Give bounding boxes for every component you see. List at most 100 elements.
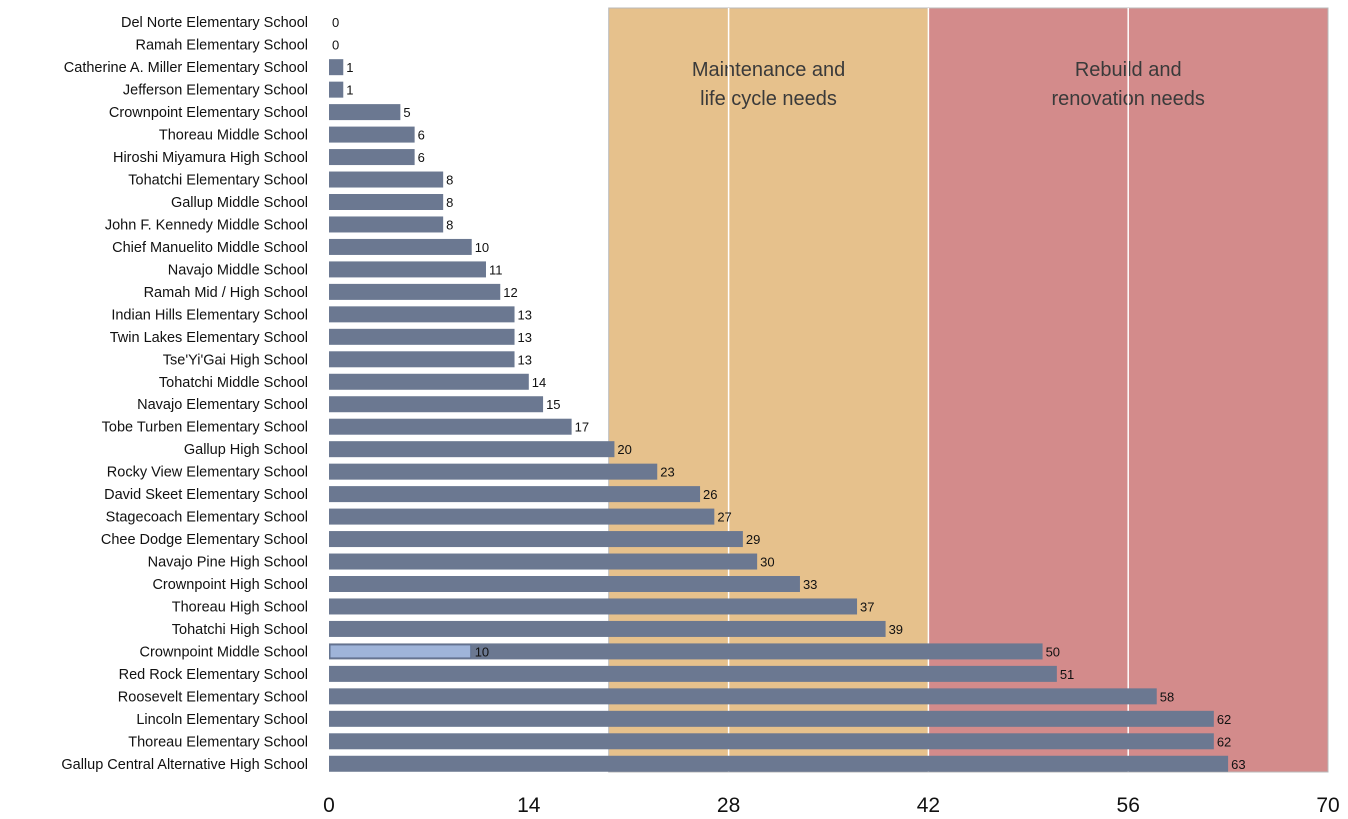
bar xyxy=(329,665,1057,682)
value-label: 12 xyxy=(503,285,517,300)
category-label: Gallup Central Alternative High School xyxy=(61,757,308,773)
value-label: 27 xyxy=(717,510,731,525)
category-label: Twin Lakes Elementary School xyxy=(110,330,308,346)
value-label: 13 xyxy=(518,352,532,367)
value-label: 1 xyxy=(346,60,353,75)
value-labels: 0011566888101112131313141517202326272930… xyxy=(332,15,1246,772)
zone-label: life cycle needs xyxy=(700,88,837,110)
category-label: Jefferson Elementary School xyxy=(123,83,308,99)
bar xyxy=(329,531,743,548)
category-label: Gallup Middle School xyxy=(171,195,308,211)
bar xyxy=(329,104,401,121)
category-label: Navajo Pine High School xyxy=(148,555,308,571)
bar xyxy=(329,261,486,278)
value-label: 1 xyxy=(346,83,353,98)
category-label: Lincoln Elementary School xyxy=(136,712,308,728)
value-label: 62 xyxy=(1217,712,1231,727)
category-label: John F. Kennedy Middle School xyxy=(105,217,308,233)
bar xyxy=(329,710,1214,727)
value-label: 29 xyxy=(746,532,760,547)
bar xyxy=(329,373,529,390)
category-label: Catherine A. Miller Elementary School xyxy=(64,60,308,76)
value-label: 30 xyxy=(760,555,774,570)
category-label: Tohatchi Middle School xyxy=(159,375,308,391)
value-label: 62 xyxy=(1217,734,1231,749)
value-label: 37 xyxy=(860,599,874,614)
bar xyxy=(329,576,800,592)
x-tick-label: 14 xyxy=(517,794,541,817)
value-label: 15 xyxy=(546,397,560,412)
category-label: Ramah Elementary School xyxy=(136,38,308,54)
value-label: 6 xyxy=(418,150,425,165)
bar xyxy=(329,733,1214,750)
zone-label: Maintenance and xyxy=(692,59,845,81)
bar xyxy=(329,441,615,458)
bar xyxy=(329,306,515,323)
bar xyxy=(329,418,572,435)
value-label: 14 xyxy=(532,375,546,390)
category-label: Chief Manuelito Middle School xyxy=(112,240,308,256)
category-label: Tohatchi High School xyxy=(172,622,308,638)
bar xyxy=(329,194,444,210)
bar xyxy=(329,238,472,255)
value-label: 20 xyxy=(617,442,631,457)
bars-layer xyxy=(329,59,1229,772)
category-label: Indian Hills Elementary School xyxy=(111,307,308,323)
value-label: 8 xyxy=(446,173,453,188)
value-label: 58 xyxy=(1160,689,1174,704)
category-label: Thoreau High School xyxy=(172,599,308,615)
bar xyxy=(329,553,758,570)
category-label: Rocky View Elementary School xyxy=(107,465,308,481)
category-label: Navajo Middle School xyxy=(168,262,308,278)
category-label: David Skeet Elementary School xyxy=(104,487,308,503)
bar xyxy=(329,486,701,503)
x-tick-label: 42 xyxy=(917,794,940,817)
category-label: Ramah Mid / High School xyxy=(144,285,308,301)
value-label: 6 xyxy=(418,128,425,143)
bar xyxy=(329,149,415,166)
bar xyxy=(329,755,1229,772)
bar xyxy=(329,81,344,98)
value-label: 10 xyxy=(475,240,489,255)
category-label: Navajo Elementary School xyxy=(137,397,308,413)
category-label: Tobe Turben Elementary School xyxy=(102,420,308,436)
value-label: 26 xyxy=(703,487,717,502)
value-label: 8 xyxy=(446,195,453,210)
value-label: 63 xyxy=(1231,757,1245,772)
value-label: 13 xyxy=(518,330,532,345)
bar xyxy=(329,508,715,525)
bar xyxy=(329,216,444,233)
x-axis-ticks: 0 14 28 42 56 70 xyxy=(323,794,1340,817)
value-label: 0 xyxy=(332,38,339,53)
category-labels: Del Norte Elementary School Ramah Element… xyxy=(61,15,308,773)
bar xyxy=(329,643,1043,660)
category-label: Crownpoint High School xyxy=(152,577,308,593)
secondary-value-label: 10 xyxy=(475,644,489,659)
x-tick-label: 28 xyxy=(717,794,740,817)
category-label: Red Rock Elementary School xyxy=(119,667,308,683)
value-label: 23 xyxy=(660,465,674,480)
value-label: 33 xyxy=(803,577,817,592)
bar xyxy=(329,171,444,188)
bar xyxy=(329,59,344,76)
value-label: 0 xyxy=(332,15,339,30)
category-label: Tse'Yi'Gai High School xyxy=(163,352,308,368)
bar xyxy=(329,688,1157,705)
value-label: 39 xyxy=(889,622,903,637)
category-label: Del Norte Elementary School xyxy=(121,15,308,31)
category-label: Thoreau Elementary School xyxy=(128,734,308,750)
bar xyxy=(329,126,415,143)
bar xyxy=(329,283,501,300)
bar xyxy=(329,351,515,368)
category-label: Thoreau Middle School xyxy=(159,128,308,144)
category-label: Crownpoint Elementary School xyxy=(109,105,308,121)
bar xyxy=(329,396,544,413)
value-label: 51 xyxy=(1060,667,1074,682)
value-label: 17 xyxy=(575,420,589,435)
x-tick-label: 0 xyxy=(323,794,335,817)
value-label: 5 xyxy=(403,105,410,120)
category-label: Roosevelt Elementary School xyxy=(118,689,308,705)
value-label: 11 xyxy=(489,262,503,277)
category-label: Tohatchi Elementary School xyxy=(128,173,308,189)
